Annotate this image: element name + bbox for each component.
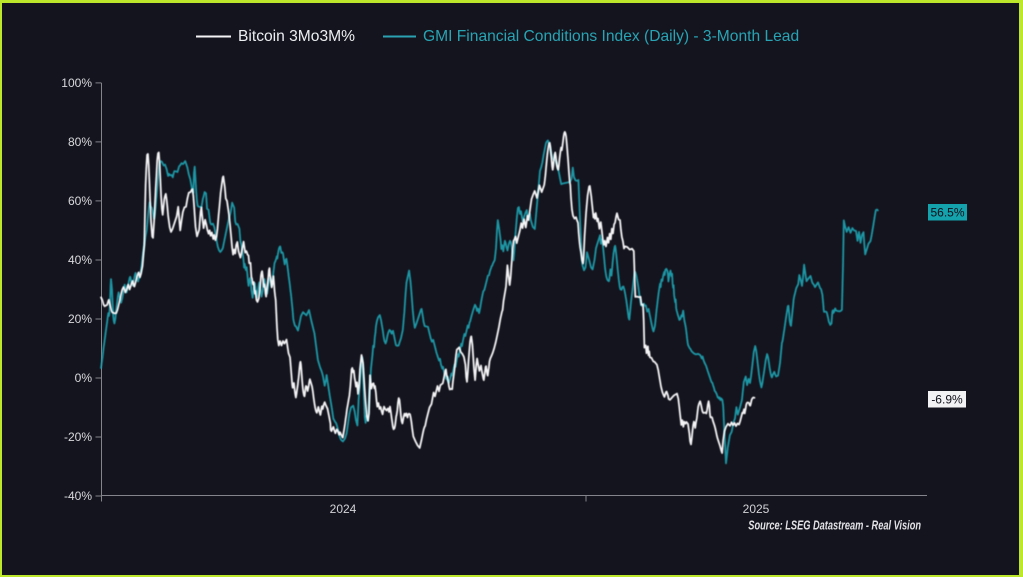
svg-text:2025: 2025	[743, 502, 770, 516]
svg-text:80%: 80%	[68, 135, 92, 149]
svg-text:-40%: -40%	[64, 489, 92, 503]
svg-text:-20%: -20%	[64, 430, 92, 444]
svg-text:GMI Financial Conditions Index: GMI Financial Conditions Index (Daily) -…	[423, 28, 799, 45]
svg-text:Source: LSEG Datastream - Real: Source: LSEG Datastream - Real Vision	[748, 519, 921, 533]
svg-text:20%: 20%	[68, 312, 92, 326]
svg-text:100%: 100%	[61, 76, 92, 90]
svg-text:56.5%: 56.5%	[930, 206, 964, 220]
svg-text:0%: 0%	[75, 371, 93, 385]
svg-text:40%: 40%	[68, 253, 92, 267]
svg-text:60%: 60%	[68, 194, 92, 208]
svg-text:Bitcoin 3Mo3M%: Bitcoin 3Mo3M%	[238, 28, 355, 45]
svg-text:2024: 2024	[330, 502, 357, 516]
svg-text:-6.9%: -6.9%	[931, 393, 963, 407]
